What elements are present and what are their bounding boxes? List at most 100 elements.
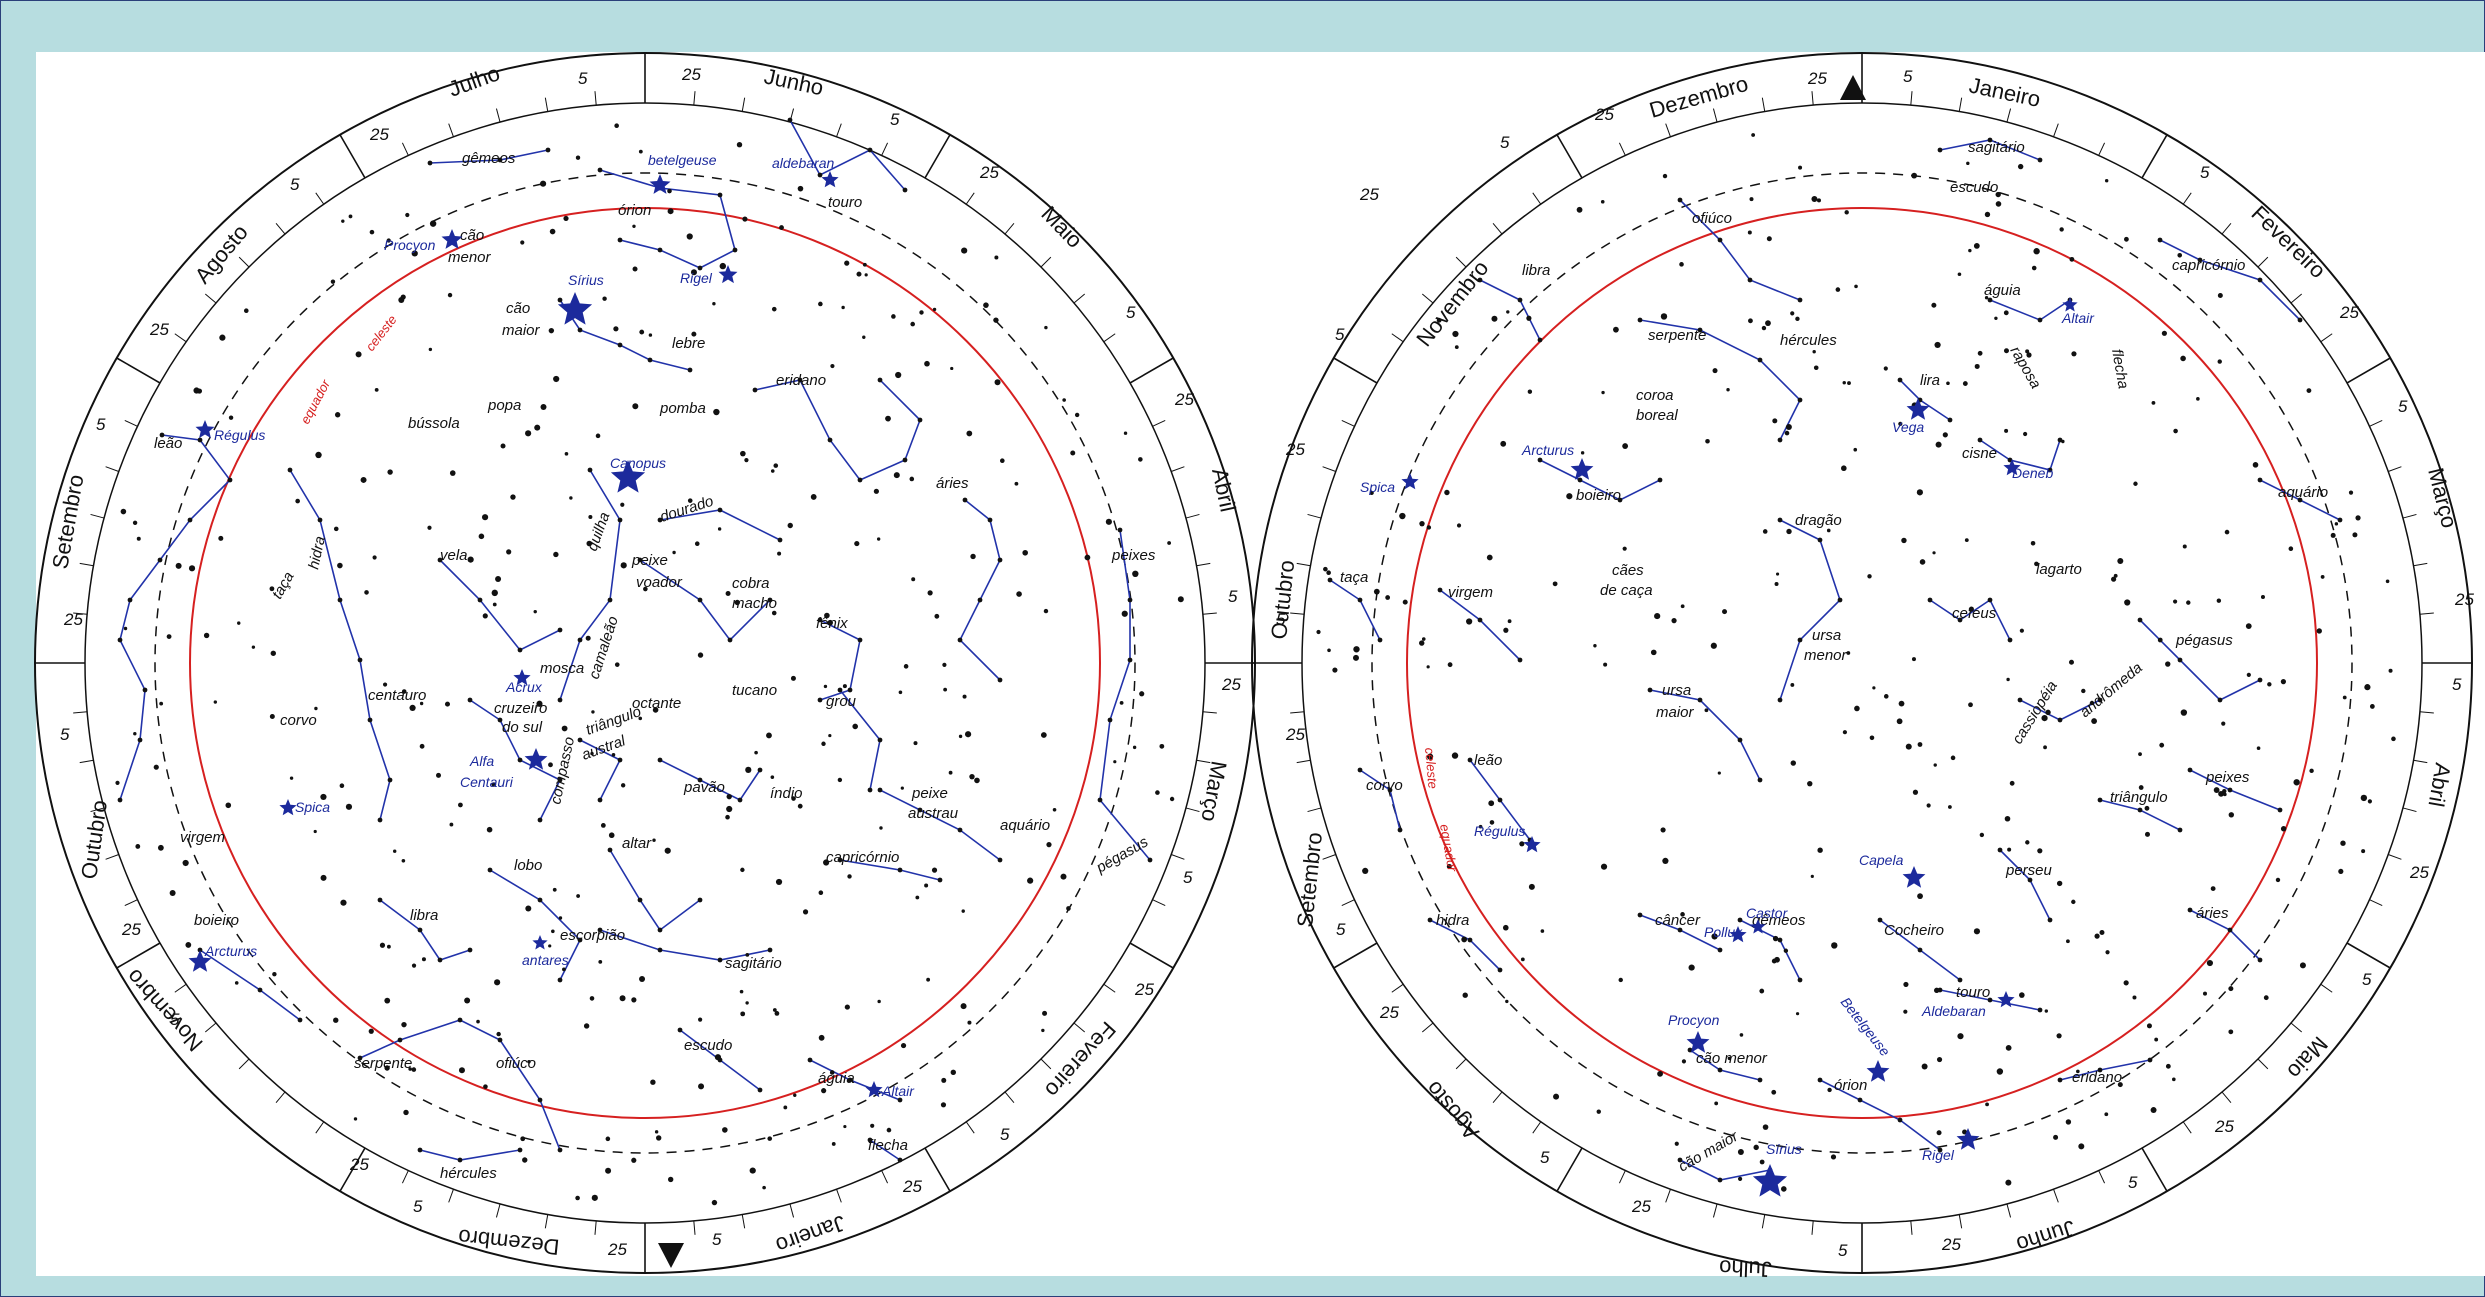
star-dot <box>357 657 363 663</box>
star-dot <box>2306 388 2312 393</box>
star-dot <box>476 1019 480 1024</box>
star-dot <box>2031 265 2037 271</box>
star-dot <box>1826 528 1831 533</box>
day-tick <box>1910 91 1913 106</box>
star-label: Vega <box>1892 419 1924 435</box>
star-dot <box>2007 637 2013 643</box>
constellation-line <box>2159 239 2301 321</box>
tick-5: 5 <box>2452 675 2462 694</box>
star-dot <box>650 1079 656 1085</box>
star-dot <box>314 706 318 711</box>
constellation-label: octante <box>632 695 681 712</box>
star-dot <box>1593 644 1597 648</box>
star-dot <box>117 797 123 803</box>
star-dot <box>157 557 163 563</box>
tick-25: 25 <box>1134 980 1154 999</box>
star-dot <box>807 1057 813 1063</box>
day-tick <box>1341 899 1355 907</box>
star-dot <box>2071 899 2076 905</box>
star-dot <box>767 947 773 953</box>
star-dot <box>1996 1068 2004 1075</box>
star-dot <box>1762 1124 1769 1130</box>
star-dot <box>667 188 672 194</box>
star-dot <box>1749 197 1754 202</box>
star-dot <box>1520 957 1525 962</box>
star-dot <box>1917 893 1923 900</box>
star-dot <box>775 878 783 886</box>
star-dot <box>2099 929 2105 935</box>
constellation-label: bússola <box>408 415 460 432</box>
star-dot <box>638 149 643 154</box>
month-label-apr: Abril <box>2423 761 2455 809</box>
constellation-label: peixe <box>911 785 948 802</box>
star-label: Aldebaran <box>1921 1003 1986 1019</box>
star-dot <box>1968 606 1974 612</box>
star-dot <box>175 562 182 569</box>
star-dot <box>1660 313 1668 320</box>
star-dot <box>2210 886 2216 891</box>
star-dot <box>698 1083 705 1090</box>
star-dot <box>2367 799 2372 804</box>
month-divider <box>339 134 366 179</box>
star-dot <box>957 827 963 833</box>
star-dot <box>926 977 931 982</box>
day-tick <box>2221 222 2232 235</box>
star-dot <box>1877 917 1883 923</box>
star-dot <box>1783 948 1789 953</box>
star-dot <box>1540 929 1545 933</box>
star-dot <box>1332 667 1338 673</box>
star-dot <box>1985 1102 1989 1107</box>
constellation-label: cão <box>460 227 484 244</box>
day-tick <box>1391 983 1404 993</box>
star-dot <box>1911 657 1916 662</box>
star-dot <box>740 867 745 873</box>
star-dot <box>1968 702 1973 708</box>
star-dot <box>1987 997 1993 1003</box>
month-divider <box>924 134 951 179</box>
star-dot <box>1127 597 1133 603</box>
star-dot <box>1467 757 1473 763</box>
star-dot <box>384 997 391 1004</box>
star-dot <box>1766 236 1772 242</box>
day-tick <box>1040 256 1052 268</box>
day-tick <box>174 333 187 343</box>
star-dot <box>427 160 433 166</box>
star-dot <box>1977 437 1983 443</box>
star-dot <box>551 929 555 934</box>
star-dot <box>357 1055 363 1061</box>
star-dot <box>1526 315 1532 321</box>
star-dot <box>1934 341 1941 349</box>
star-dot <box>1932 551 1936 555</box>
star-dot <box>1456 523 1462 528</box>
day-tick <box>1761 1214 1766 1229</box>
star-dot <box>1426 665 1430 669</box>
star-dot <box>847 1077 853 1083</box>
constellation-label: flecha <box>868 1137 908 1154</box>
star-dot <box>1489 820 1495 825</box>
star-dot <box>1167 541 1172 545</box>
star-dot <box>2097 797 2103 803</box>
star-dot <box>739 989 744 994</box>
constellation-label: touro <box>1956 984 1990 1001</box>
star-dot <box>367 717 373 723</box>
star-dot <box>1497 797 1503 803</box>
star-dot <box>1785 424 1792 431</box>
star-dot <box>457 1157 463 1163</box>
month-label-aug: Agosto <box>1421 1076 1484 1145</box>
tick-25: 25 <box>1221 675 1241 694</box>
star-dot <box>1883 366 1888 371</box>
constellation-label: libra <box>410 907 438 924</box>
star-dot <box>436 772 442 778</box>
day-tick <box>2221 1091 2232 1104</box>
star-dot <box>897 1097 903 1103</box>
constellation-label: eridano <box>2072 1069 2122 1086</box>
star-dot <box>340 899 347 906</box>
star-dot <box>368 1028 374 1034</box>
star-dot <box>1447 662 1453 668</box>
star-dot <box>752 387 758 393</box>
star-dot <box>714 1054 722 1061</box>
day-tick <box>2320 333 2333 343</box>
tick-5: 5 <box>1228 587 1238 606</box>
star-dot <box>1462 992 1468 998</box>
star-dot <box>429 220 437 227</box>
